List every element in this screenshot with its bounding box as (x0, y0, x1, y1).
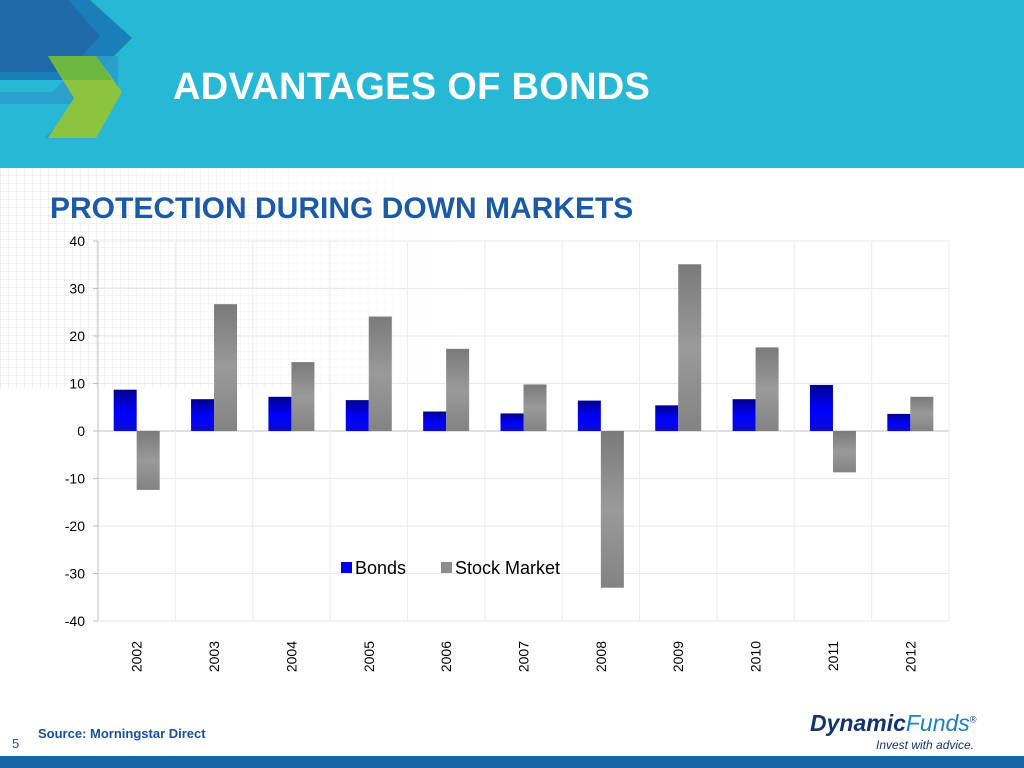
bar-stock-market-2009 (678, 264, 702, 431)
bar-bonds-2010 (732, 399, 756, 431)
bar-stock-market-2008 (600, 431, 624, 588)
x-tick-label: 2011 (825, 641, 841, 671)
bar-stock-market-2012 (910, 396, 934, 431)
brand-tagline: Invest with advice. (876, 738, 975, 752)
bar-stock-market-2011 (832, 431, 856, 473)
x-tick-label: 2003 (206, 641, 222, 672)
x-tick-label: 2008 (593, 641, 609, 672)
bar-bonds-2011 (809, 384, 833, 431)
bar-bonds-2003 (191, 399, 215, 431)
registered-mark: ® (969, 714, 977, 725)
y-tick-label: -10 (65, 471, 85, 487)
x-tick-label: 2002 (129, 641, 145, 672)
y-tick-label: -20 (65, 518, 85, 534)
bar-stock-market-2004 (291, 362, 315, 431)
x-tick-label: 2006 (438, 641, 454, 672)
y-tick-label: 20 (69, 328, 85, 344)
y-tick-label: -30 (65, 566, 85, 582)
y-tick-label: 40 (69, 233, 85, 249)
bar-stock-market-2010 (755, 347, 779, 431)
y-tick-label: 10 (69, 376, 85, 392)
x-tick-label: 2010 (748, 641, 764, 672)
brand-name-light: Funds (905, 710, 970, 736)
bar-stock-market-2003 (214, 304, 238, 431)
bar-bonds-2004 (268, 396, 292, 431)
x-tick-label: 2012 (902, 641, 918, 672)
legend-swatch-bonds (341, 562, 352, 573)
bar-stock-market-2006 (446, 348, 470, 431)
footer-bar (0, 756, 1024, 768)
legend-label: Stock Market (455, 558, 560, 578)
bar-stock-market-2002 (136, 431, 160, 490)
bar-bonds-2002 (113, 389, 137, 431)
chevron-logo-icon (0, 0, 132, 138)
bar-bonds-2009 (655, 405, 679, 431)
bar-bonds-2012 (887, 413, 911, 431)
brand-name: DynamicFunds® (810, 710, 990, 737)
bar-stock-market-2007 (523, 384, 547, 431)
y-tick-label: 0 (77, 423, 85, 439)
x-tick-label: 2005 (361, 641, 377, 672)
chart-subtitle: PROTECTION DURING DOWN MARKETS (50, 192, 634, 225)
y-tick-label: -40 (65, 613, 85, 629)
y-tick-label: 30 (69, 281, 85, 297)
bar-bonds-2006 (423, 411, 447, 431)
x-tick-label: 2004 (283, 641, 299, 672)
x-tick-label: 2007 (516, 641, 532, 672)
source-note: Source: Morningstar Direct (38, 726, 206, 741)
bar-bonds-2005 (345, 400, 369, 431)
legend-swatch-stock-market (441, 562, 452, 573)
bar-stock-market-2005 (368, 316, 392, 431)
header-banner: ADVANTAGES OF BONDS (0, 0, 1024, 168)
bar-bonds-2007 (500, 413, 524, 431)
legend-label: Bonds (355, 558, 406, 578)
x-tick-label: 2009 (670, 641, 686, 672)
slide-title: ADVANTAGES OF BONDS (173, 66, 651, 108)
brand-name-bold: Dynamic (810, 710, 906, 736)
page-number: 5 (12, 736, 20, 751)
brand-logo: DynamicFunds® Invest with advice. (810, 710, 990, 752)
bar-bonds-2008 (577, 400, 601, 431)
